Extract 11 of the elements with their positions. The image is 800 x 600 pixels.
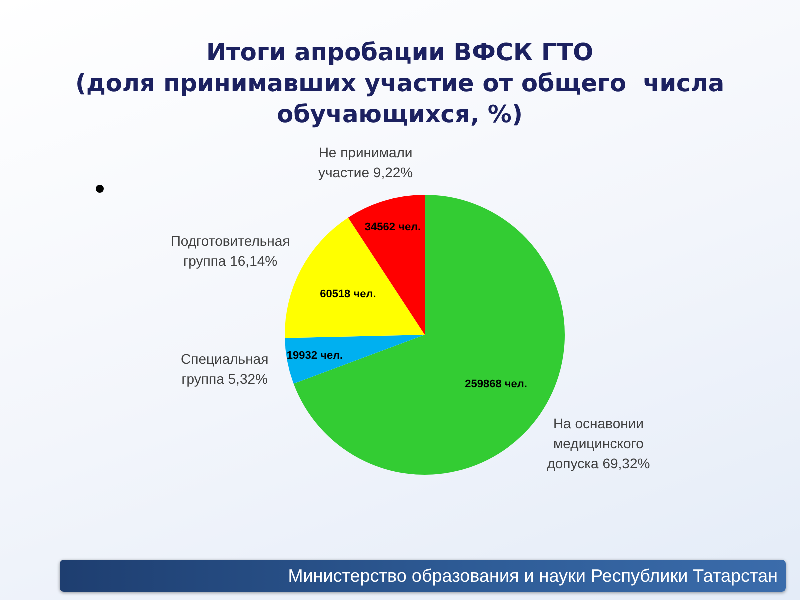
- data-label: 60518 чел.: [320, 288, 376, 301]
- data-label: 259868 чел.: [465, 378, 528, 391]
- chart-subtitle: (доля принимавших участие от общего числа обучающихся, %): [75, 70, 725, 128]
- slice-label: На оснавонии медицинского допуска 69,32%: [547, 415, 650, 472]
- data-label: 34562 чел.: [364, 222, 422, 234]
- footer-banner: Министерство образования и науки Республики Татарстан: [60, 560, 786, 592]
- slice-label: Не принимали участие 9,22%: [318, 144, 414, 180]
- chart-title: Итоги апробации ВФСК ГТО: [206, 38, 594, 66]
- slice-label: Специальная группа 5,32%: [180, 350, 269, 387]
- slice-label: Подготовительная группа 16,14%: [170, 233, 290, 270]
- data-label: 19932 чел.: [286, 350, 344, 362]
